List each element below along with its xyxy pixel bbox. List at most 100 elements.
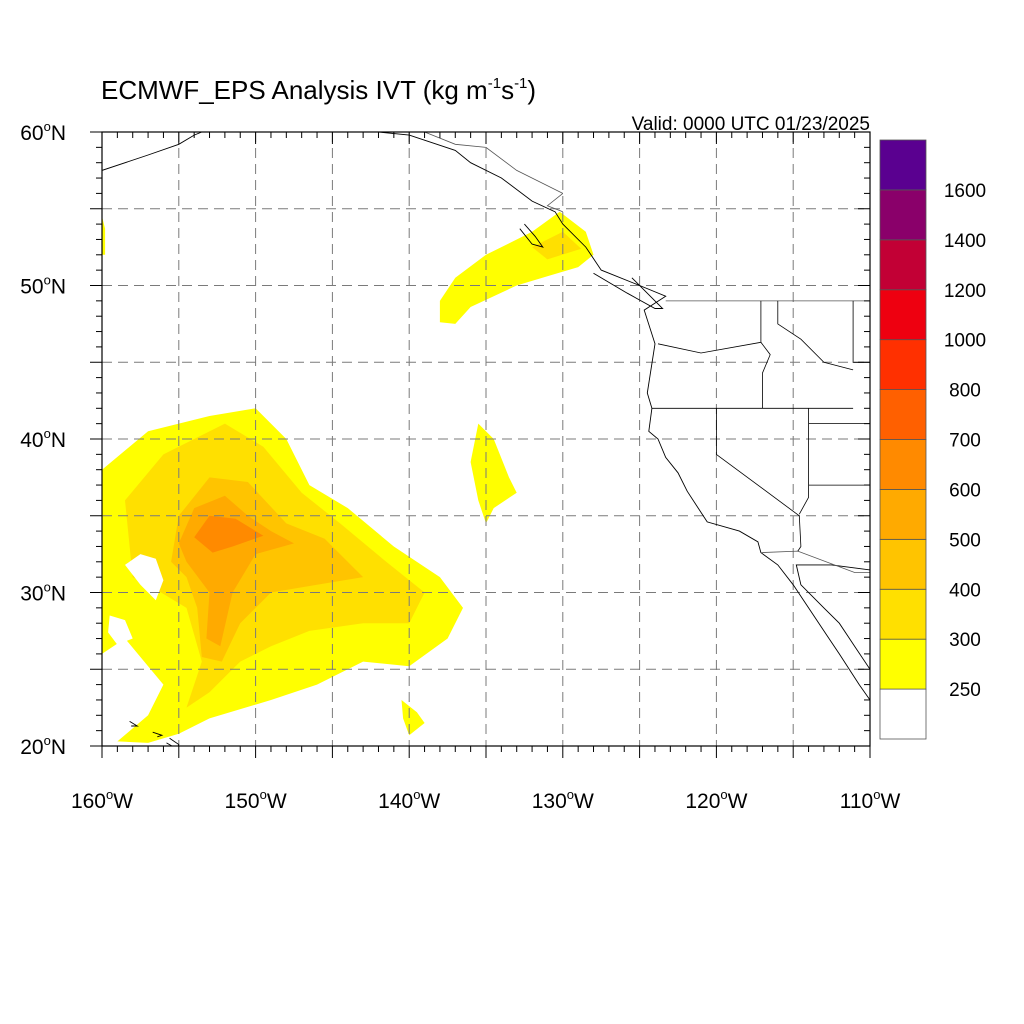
lon-label: 160oW bbox=[71, 787, 133, 813]
lat-label-number: 60 bbox=[20, 122, 43, 145]
colorbar-label: 1000 bbox=[944, 331, 986, 352]
national-border bbox=[546, 193, 564, 213]
degree-mark: o bbox=[720, 787, 727, 802]
ivt-region-central-blob bbox=[470, 423, 517, 524]
map-plot-area bbox=[102, 132, 870, 746]
colorbar-label: 1200 bbox=[944, 281, 986, 302]
colorbar-swatch bbox=[879, 289, 927, 341]
chart-title: ECMWF_EPS Analysis IVT (kg m-1s-1) bbox=[101, 75, 536, 105]
colorbar-label: 600 bbox=[949, 480, 981, 501]
lat-label: 60oN bbox=[20, 119, 66, 145]
lon-label-hemisphere: W bbox=[420, 790, 440, 813]
lat-label-number: 50 bbox=[20, 276, 43, 299]
title-mid: s bbox=[501, 75, 514, 105]
coastline bbox=[378, 132, 870, 701]
valid-time-label: Valid: 0000 UTC 01/23/2025 bbox=[632, 114, 870, 135]
colorbar-swatch bbox=[879, 638, 927, 690]
lat-label-hemisphere: N bbox=[51, 736, 66, 759]
colorbar-swatch bbox=[879, 489, 927, 540]
graticule-lines bbox=[102, 132, 870, 746]
degree-mark: o bbox=[567, 787, 574, 802]
colorbar-swatch bbox=[879, 588, 927, 640]
lat-label: 30oN bbox=[20, 580, 66, 606]
lat-label: 50oN bbox=[20, 273, 66, 299]
longitude-labels: 160oW 150oW 140oW 130oW 120oW 110oW bbox=[71, 787, 901, 813]
lon-label-number: 150 bbox=[225, 790, 260, 813]
colorbar-swatch bbox=[879, 389, 927, 440]
colorbar-swatch bbox=[879, 688, 927, 740]
axis-ticks bbox=[90, 131, 871, 758]
lat-label-number: 40 bbox=[20, 429, 43, 452]
ivt-region-canada-plume bbox=[532, 231, 582, 260]
coastline bbox=[166, 737, 180, 746]
colorbar-label: 700 bbox=[949, 431, 981, 452]
lat-label-number: 30 bbox=[20, 583, 43, 606]
degree-mark: o bbox=[44, 119, 51, 134]
lon-label: 120oW bbox=[685, 787, 747, 813]
lat-label-number: 20 bbox=[20, 736, 43, 759]
degree-mark: o bbox=[413, 787, 420, 802]
lat-label: 40oN bbox=[20, 426, 66, 452]
lon-label-hemisphere: W bbox=[113, 790, 133, 813]
lon-label-hemisphere: W bbox=[574, 790, 594, 813]
title-exponent-1: -1 bbox=[488, 75, 501, 92]
ivt-region-small-blob bbox=[401, 700, 425, 736]
ivt-region-subtropical-plume bbox=[194, 515, 264, 553]
ivt-gap bbox=[125, 554, 164, 601]
lat-label-hemisphere: N bbox=[51, 276, 66, 299]
colorbar: 250 300 400 500 600 700 800 1000 1200 1400 1600 bbox=[879, 139, 986, 740]
geography-lines bbox=[102, 132, 870, 746]
lon-label-number: 110 bbox=[840, 790, 873, 813]
state-border bbox=[657, 341, 761, 354]
colorbar-swatch bbox=[879, 239, 927, 291]
colorbar-swatch bbox=[879, 339, 927, 390]
degree-mark: o bbox=[44, 426, 51, 441]
title-exponent-2: -1 bbox=[514, 75, 527, 92]
lon-label: 150oW bbox=[225, 787, 287, 813]
coastline bbox=[519, 223, 544, 248]
colorbar-label: 800 bbox=[949, 381, 981, 402]
lon-label-hemisphere: W bbox=[267, 790, 287, 813]
title-close: ) bbox=[527, 75, 536, 105]
state-border bbox=[716, 408, 802, 552]
coastline bbox=[129, 721, 139, 727]
colorbar-swatch bbox=[879, 439, 927, 490]
degree-mark: o bbox=[44, 273, 51, 288]
lat-label-hemisphere: N bbox=[51, 583, 66, 606]
lon-label: 130oW bbox=[532, 787, 594, 813]
coastline bbox=[102, 132, 202, 171]
coastline bbox=[795, 564, 870, 671]
lon-label-number: 160 bbox=[71, 790, 106, 813]
degree-mark: o bbox=[44, 580, 51, 595]
ivt-shading-layer bbox=[102, 211, 594, 743]
ivt-region-edge-sliver bbox=[102, 216, 106, 255]
degree-mark: o bbox=[106, 787, 113, 802]
lon-label-number: 140 bbox=[378, 790, 413, 813]
lon-label-number: 120 bbox=[685, 790, 720, 813]
degree-mark: o bbox=[260, 787, 267, 802]
degree-mark: o bbox=[873, 787, 880, 802]
coastline bbox=[593, 272, 664, 309]
ivt-gap bbox=[108, 615, 133, 645]
colorbar-label: 400 bbox=[949, 580, 981, 601]
lon-label-hemisphere: W bbox=[728, 790, 748, 813]
national-border bbox=[760, 550, 870, 573]
lon-label: 110oW bbox=[840, 787, 901, 813]
lat-label: 20oN bbox=[20, 733, 66, 759]
lon-label-hemisphere: W bbox=[880, 790, 900, 813]
lat-label-hemisphere: N bbox=[51, 122, 66, 145]
colorbar-label: 250 bbox=[949, 680, 981, 701]
lon-label-number: 130 bbox=[532, 790, 567, 813]
national-border bbox=[424, 132, 563, 194]
title-main: ECMWF_EPS Analysis IVT (kg m bbox=[101, 75, 488, 105]
colorbar-label: 500 bbox=[949, 530, 981, 551]
state-border bbox=[777, 300, 854, 371]
colorbar-swatch bbox=[879, 189, 927, 241]
coastline bbox=[152, 731, 164, 738]
colorbar-swatch bbox=[879, 139, 927, 191]
degree-mark: o bbox=[44, 733, 51, 748]
colorbar-swatch bbox=[879, 538, 927, 590]
ivt-region-canada-plume bbox=[439, 211, 594, 324]
